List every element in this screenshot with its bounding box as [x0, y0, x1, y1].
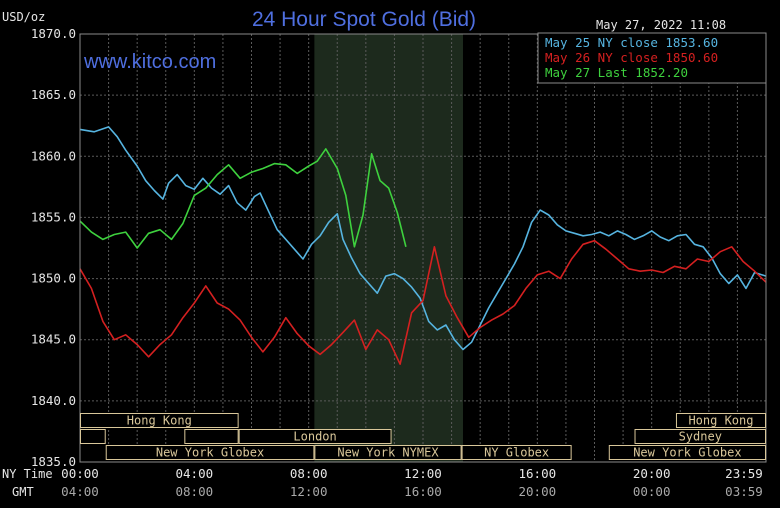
- market-session-box: [80, 413, 239, 428]
- y-tick-label: 1865.0: [31, 87, 76, 102]
- x-tick-label-gmt: 04:00: [61, 484, 99, 499]
- market-session-label: NY Globex: [484, 446, 549, 460]
- market-session-label: New York Globex: [633, 446, 741, 460]
- plot-frame: [79, 33, 767, 463]
- y-tick-label: 1840.0: [31, 393, 76, 408]
- market-session-box: [314, 445, 462, 460]
- y-axis-tick-labels: 1870.0 1865.0 1860.0 1855.0 1850.0 1845.0 1840…: [31, 26, 76, 469]
- x-tick-label-gmt: 12:00: [290, 484, 328, 499]
- market-session-label: Hong Kong: [688, 414, 753, 428]
- y-tick-label: 1850.0: [31, 271, 76, 286]
- market-session-box: [184, 429, 239, 444]
- legend-entry-may27: May 27 Last 1852.20: [545, 65, 688, 80]
- y-axis-unit-label: USD/oz: [2, 10, 45, 24]
- legend-box: [537, 32, 767, 84]
- grid-lines: [80, 34, 766, 462]
- x-tick-label-ny: 04:00: [176, 466, 214, 481]
- timestamp: May 27, 2022 11:08: [596, 18, 726, 32]
- gmt-row-label: GMT: [12, 485, 34, 499]
- y-tick-label: 1860.0: [31, 148, 76, 163]
- y-tick-label: 1835.0: [31, 454, 76, 469]
- chart-title: 24 Hour Spot Gold (Bid): [252, 8, 476, 31]
- series-line-1: [79, 126, 767, 351]
- x-tick-label-gmt: 00:00: [633, 484, 671, 499]
- market-session-label: New York NYMEX: [337, 446, 439, 460]
- market-session-box: [675, 413, 767, 428]
- market-session-box: [461, 445, 572, 460]
- x-tick-label-ny: 16:00: [519, 466, 557, 481]
- market-session-label: Sydney: [679, 430, 722, 444]
- x-tick-label-gmt: 08:00: [176, 484, 214, 499]
- x-tick-label-ny: 12:00: [404, 466, 442, 481]
- ny-time-row-label: NY Time: [2, 467, 53, 481]
- x-tick-label-ny: 00:00: [61, 466, 99, 481]
- x-tick-label-gmt: 16:00: [404, 484, 442, 499]
- legend: May 25 NY close 1853.60 May 26 NY close …: [537, 32, 767, 84]
- shaded-session-band: [314, 34, 464, 462]
- y-tick-label: 1845.0: [31, 332, 76, 347]
- series-lines: [79, 126, 767, 366]
- market-session-box: [238, 429, 392, 444]
- x-tick-label-ny: 08:00: [290, 466, 328, 481]
- series-line-3: [79, 148, 407, 249]
- market-session-bars: Hong Kong Hong Kong London Sydney New York G…: [80, 413, 767, 460]
- market-session-box: [608, 445, 767, 460]
- legend-entry-may25: May 25 NY close 1853.60: [545, 35, 718, 50]
- market-session-box: [80, 429, 106, 444]
- market-session-label: New York Globex: [156, 446, 264, 460]
- market-session-box: [634, 429, 766, 444]
- x-tick-label-ny: 23:59: [725, 466, 763, 481]
- y-tick-label: 1855.0: [31, 209, 76, 224]
- market-session-box: [105, 445, 315, 460]
- market-session-label: Hong Kong: [127, 414, 192, 428]
- x-axis-tick-labels: 00:00 04:00 04:00 08:00 08:00 12:00 12:00 16:00…: [61, 466, 763, 499]
- x-tick-label-gmt: 20:00: [519, 484, 557, 499]
- x-tick-label-ny: 20:00: [633, 466, 671, 481]
- x-tick-label-gmt: 03:59: [725, 484, 763, 499]
- y-tick-label: 1870.0: [31, 26, 76, 41]
- watermark-url: www.kitco.com: [83, 51, 216, 73]
- market-session-label: London: [293, 430, 336, 444]
- legend-entry-may26: May 26 NY close 1850.60: [545, 50, 718, 65]
- series-line-2: [79, 239, 767, 366]
- shaded-session-band-rect: [314, 34, 464, 462]
